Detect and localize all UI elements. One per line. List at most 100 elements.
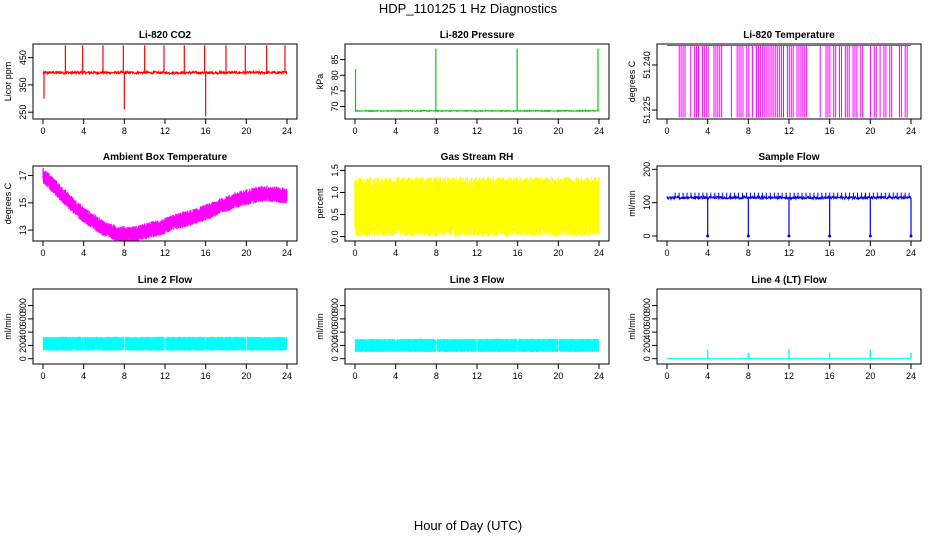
y-axis-label: degrees C [3, 182, 13, 224]
series-band [42, 167, 288, 241]
y-tick-label: 400 [330, 325, 340, 340]
x-tick-label: 0 [352, 371, 357, 381]
y-tick-label: 13 [18, 225, 28, 235]
x-tick-label: 12 [784, 248, 794, 258]
x-tick-label: 20 [553, 248, 563, 258]
x-tick-label: 24 [594, 126, 604, 136]
y-axis: 70 75 80 85 [330, 55, 345, 112]
plot-frame [32, 288, 298, 365]
x-tick-label: 8 [434, 126, 439, 136]
plot-frame [344, 288, 610, 365]
panel-title: Li-820 CO2 [139, 30, 192, 41]
chart-panel-4: Ambient Box Temperature 0 4 8 12 16 20 24 13 15 17… [3, 152, 298, 258]
x-tick-label: 16 [825, 126, 835, 136]
figure-title: HDP_110125 1 Hz Diagnostics [378, 1, 558, 16]
x-tick-label: 8 [122, 126, 127, 136]
x-tick-label: 24 [594, 371, 604, 381]
y-tick-label: 0.5 [330, 208, 340, 221]
y-tick-label: 0 [642, 233, 652, 238]
y-tick-label: 400 [642, 325, 652, 340]
y-tick-label: 0 [18, 356, 28, 361]
chart-panel-9: Line 4 (LT) Flow 0 4 8 12 16 20 24 0 200400600800… [627, 275, 922, 381]
y-tick-label: 0.0 [330, 230, 340, 243]
y-tick-label: 800 [330, 298, 340, 313]
y-tick-label: 80 [330, 70, 340, 80]
x-axis: 0 4 8 12 16 20 24 [40, 118, 292, 136]
y-tick-label: 1.0 [330, 186, 340, 199]
x-tick-label: 0 [664, 126, 669, 136]
data-series [667, 349, 912, 359]
x-tick-label: 4 [393, 371, 398, 381]
x-tick-label: 12 [784, 126, 794, 136]
y-axis-label: percent [315, 188, 325, 219]
y-tick-label: 1.5 [330, 164, 340, 177]
series-point [746, 234, 750, 238]
x-tick-label: 12 [472, 371, 482, 381]
x-tick-label: 20 [241, 371, 251, 381]
data-series [354, 177, 600, 237]
data-series [42, 336, 288, 351]
y-tick-label: 17 [18, 171, 28, 181]
y-tick-label: 0 [330, 356, 340, 361]
x-axis: 0 4 8 12 16 20 24 [664, 118, 916, 136]
x-tick-label: 20 [865, 371, 875, 381]
x-tick-label: 16 [201, 371, 211, 381]
panel-title: Gas Stream RH [441, 152, 514, 163]
y-tick-label: 800 [18, 298, 28, 313]
series-point [828, 234, 832, 238]
y-tick-label: 100 [642, 195, 652, 210]
x-tick-label: 16 [201, 248, 211, 258]
y-tick-label: 250 [18, 105, 28, 120]
data-series [354, 48, 600, 113]
x-tick-label: 8 [434, 248, 439, 258]
y-axis: 0.0 0.5 1.0 1.5 [330, 164, 345, 243]
data-series [354, 338, 600, 353]
y-axis-label: ml/min [627, 313, 637, 340]
y-tick-label: 200 [18, 338, 28, 353]
y-tick-label: 800 [642, 298, 652, 313]
y-tick-label: 400 [18, 325, 28, 340]
y-tick-label: 200 [642, 338, 652, 353]
x-axis: 0 4 8 12 16 20 24 [40, 363, 292, 381]
x-axis: 0 4 8 12 16 20 24 [664, 240, 916, 258]
y-tick-label: 600 [330, 311, 340, 326]
x-tick-label: 12 [784, 371, 794, 381]
x-tick-label: 20 [865, 126, 875, 136]
chart-panel-1: Li-820 CO2 0 4 8 12 16 20 24 250 350 450 Licor ppm [3, 30, 298, 136]
series-band [354, 177, 600, 237]
x-tick-label: 16 [825, 371, 835, 381]
y-tick-label: 200 [642, 162, 652, 177]
chart-panel-3: Li-820 Temperature 0 4 8 12 16 20 24 51.225 51.24… [627, 30, 922, 136]
y-axis-label: ml/min [3, 313, 13, 340]
series-line [354, 109, 600, 113]
x-tick-label: 16 [825, 248, 835, 258]
x-tick-label: 20 [865, 248, 875, 258]
y-axis: 13 15 17 [18, 171, 33, 235]
x-axis: 0 4 8 12 16 20 24 [352, 240, 604, 258]
x-tick-label: 12 [472, 248, 482, 258]
y-tick-label: 450 [18, 50, 28, 65]
series-band [354, 338, 600, 353]
x-axis: 0 4 8 12 16 20 24 [40, 240, 292, 258]
data-series [42, 45, 288, 117]
data-series [666, 192, 913, 238]
x-tick-label: 0 [664, 371, 669, 381]
x-tick-label: 24 [906, 126, 916, 136]
x-tick-label: 4 [393, 126, 398, 136]
series-point [706, 234, 710, 238]
y-axis-label: degrees C [627, 60, 637, 102]
x-tick-label: 24 [282, 371, 292, 381]
x-tick-label: 4 [705, 248, 710, 258]
y-tick-label: 0 [642, 356, 652, 361]
x-tick-label: 4 [705, 126, 710, 136]
y-axis-label: Licor ppm [3, 62, 13, 102]
data-series [667, 45, 911, 118]
x-tick-label: 8 [746, 126, 751, 136]
y-tick-label: 15 [18, 198, 28, 208]
x-tick-label: 20 [553, 126, 563, 136]
